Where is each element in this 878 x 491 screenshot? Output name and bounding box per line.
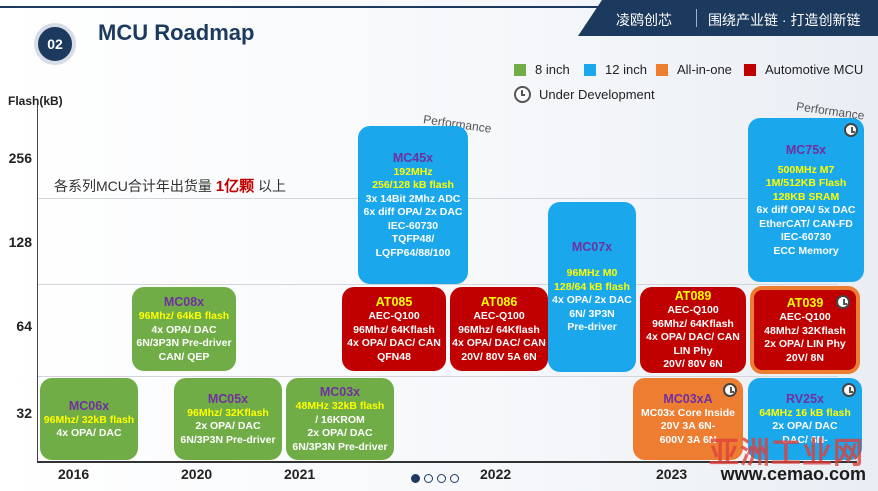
header-brand: 凌鸥创芯 <box>616 12 672 28</box>
watermark-url: www.cemao.com <box>720 464 866 484</box>
x-axis-line <box>37 461 857 463</box>
pager-dot[interactable] <box>411 474 420 483</box>
header-bar: 凌鸥创芯 围绕产业链 · 打造创新链 <box>578 0 878 36</box>
y-axis-line <box>37 105 38 461</box>
legend-swatch <box>656 63 668 76</box>
product-card-mc07x[interactable]: MC07x 96MHz M0 128/64 kB flash 4x OPA/ 2… <box>548 202 636 372</box>
clock-icon <box>514 86 531 103</box>
product-card-mc03xa[interactable]: MC03xA MC03x Core Inside 20V 3A 6N- 600V… <box>633 378 743 460</box>
legend-item-all-in-one: All-in-one <box>656 62 732 77</box>
x-tick-label: 2020 <box>181 466 213 482</box>
legend-swatch <box>744 63 756 76</box>
shipment-note: 各系列MCU合计年出货量 1亿颗 以上 <box>54 178 287 195</box>
clock-icon <box>723 383 737 397</box>
page-title: MCU Roadmap <box>98 20 255 45</box>
x-tick-label: 2021 <box>284 466 316 482</box>
clock-icon <box>842 383 856 397</box>
y-tick-label: 64 <box>16 318 32 334</box>
top-rule <box>0 6 878 8</box>
legend-item-12inch: 12 inch <box>584 62 647 77</box>
y-tick-label: 128 <box>8 234 32 250</box>
product-card-mc45x[interactable]: MC45x 192MHz 256/128 kB flash 3x 14Bit 2… <box>358 126 468 284</box>
gridline <box>38 284 838 285</box>
header-slogan: 围绕产业链 · 打造创新链 <box>708 12 861 28</box>
product-card-mc03x[interactable]: MC03x 48MHz 32kB flash / 16KROM 2x OPA/ … <box>286 378 394 460</box>
pager-dot[interactable] <box>437 474 446 483</box>
x-tick-label: 2016 <box>58 466 90 482</box>
clock-icon <box>844 123 858 137</box>
product-card-mc08x[interactable]: MC08x 96Mhz/ 64kB flash 4x OPA/ DAC 6N/3… <box>132 287 236 371</box>
legend-item-under-development: Under Development <box>514 86 655 103</box>
x-tick-label: 2022 <box>480 466 512 482</box>
pager-dot[interactable] <box>450 474 459 483</box>
product-card-at039[interactable]: AT039 AEC-Q100 48Mhz/ 32Kflash 2x OPA/ L… <box>750 286 860 374</box>
legend-swatch <box>584 63 596 76</box>
product-card-mc05x[interactable]: MC05x 96Mhz/ 32Kflash 2x OPA/ DAC 6N/3P3… <box>174 378 282 460</box>
y-tick-label: 256 <box>8 150 32 166</box>
product-card-at085[interactable]: AT085 AEC-Q100 96Mhz/ 64Kflash 4x OPA/ D… <box>342 287 446 371</box>
x-tick-label: 2023 <box>656 466 688 482</box>
product-card-at086[interactable]: AT086 AEC-Q100 96Mhz/ 64Kflash 4x OPA/ D… <box>450 287 548 371</box>
gridline <box>38 376 838 377</box>
pager-dots[interactable] <box>411 474 459 483</box>
product-card-mc06x[interactable]: MC06x 96Mhz/ 32kB flash 4x OPA/ DAC <box>40 378 138 460</box>
product-card-rv25x[interactable]: RV25x 64MHz 16 kB flash 2x OPA/ DAC DAC/… <box>748 378 862 460</box>
clock-icon <box>836 295 850 309</box>
section-number-badge: 02 <box>34 23 76 65</box>
pager-dot[interactable] <box>424 474 433 483</box>
y-axis-label: Flash(kB) <box>8 94 63 108</box>
product-card-mc75x[interactable]: MC75x 500MHz M7 1M/512KB Flash 128KB SRA… <box>748 118 864 282</box>
shipment-highlight: 1亿颗 <box>215 178 255 195</box>
product-card-at089[interactable]: AT089 AEC-Q100 96Mhz/ 64Kflash 4x OPA/ D… <box>640 287 746 373</box>
legend-item-automotive: Automotive MCU <box>744 62 863 77</box>
y-tick-label: 32 <box>16 405 32 421</box>
legend-swatch <box>514 63 526 76</box>
header-divider <box>696 9 697 27</box>
watermark-logo: 亚洲工业网 <box>709 437 864 470</box>
legend-item-8inch: 8 inch <box>514 62 570 77</box>
